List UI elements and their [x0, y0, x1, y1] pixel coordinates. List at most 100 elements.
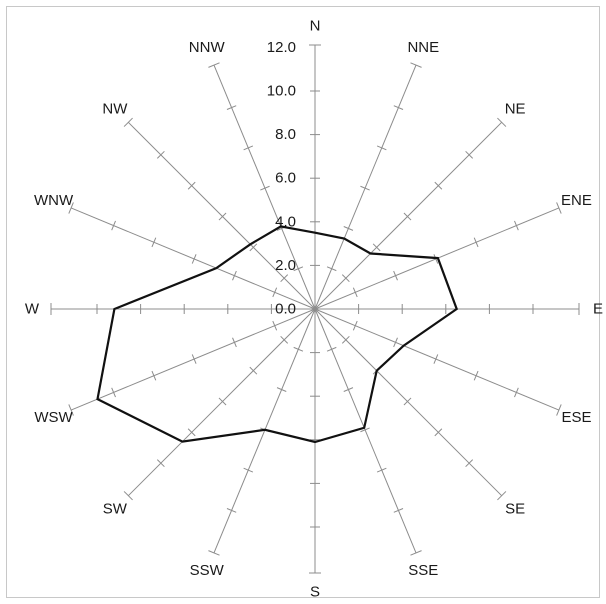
series-polygon [96, 225, 459, 444]
radial-tick-label-4: 8.0 [275, 126, 296, 143]
direction-label-nw: NW [102, 100, 128, 117]
spoke-sw [127, 308, 316, 497]
tick-wnw-6 [68, 202, 74, 214]
tick-nw-3 [218, 212, 227, 221]
chart-frame [6, 6, 600, 598]
direction-label-wnw: WNW [34, 192, 74, 209]
tick-ne-2 [372, 243, 381, 252]
tick-sw-3 [218, 397, 227, 406]
tick-nnw-1 [293, 266, 304, 272]
direction-label-sw: SW [103, 501, 128, 518]
tick-ese-6 [556, 404, 562, 416]
tick-ese-5 [514, 387, 519, 398]
tick-sw-6 [123, 491, 133, 501]
direction-label-se: SE [505, 501, 525, 518]
direction-label-ne: NE [505, 100, 526, 117]
tick-nne-2 [343, 226, 354, 231]
tick-wsw-6 [68, 404, 74, 416]
tick-ene-4 [473, 237, 479, 248]
tick-ese-2 [393, 337, 398, 348]
tick-nnw-6 [208, 62, 220, 68]
tick-ese-3 [433, 354, 439, 364]
direction-label-n: N [310, 18, 321, 35]
tick-sw-1 [280, 335, 289, 344]
direction-label-s: S [310, 584, 320, 601]
spoke-wsw [70, 308, 316, 411]
tick-ese-4 [473, 370, 479, 381]
tick-nne-3 [360, 185, 370, 191]
tick-sw-4 [187, 428, 196, 437]
tick-nw-4 [187, 181, 196, 190]
tick-nne-1 [326, 266, 337, 272]
tick-wsw-4 [151, 370, 157, 381]
tick-sw-2 [249, 366, 258, 375]
direction-label-e: E [593, 301, 603, 318]
tick-ne-5 [465, 150, 474, 159]
direction-label-ene: ENE [561, 192, 592, 209]
tick-se-6 [497, 491, 507, 501]
tick-se-1 [341, 335, 350, 344]
tick-ne-6 [497, 117, 507, 127]
tick-ene-2 [393, 270, 398, 281]
tick-nnw-3 [260, 185, 270, 191]
tick-wsw-2 [232, 337, 237, 348]
tick-wsw-1 [272, 320, 278, 331]
direction-label-nne: NNE [407, 39, 439, 56]
tick-nw-6 [123, 117, 133, 127]
tick-ene-6 [556, 202, 562, 214]
tick-ne-3 [403, 212, 412, 221]
direction-labels-group: N NNE NE ENE E ESE SE SSE S SSW SW WSW W WNW NW NNW [25, 18, 603, 601]
tick-nw-1 [280, 274, 289, 283]
radial-tick-label-6: 12.0 [267, 39, 296, 56]
tick-sse-6 [410, 550, 422, 556]
tick-nw-5 [156, 150, 165, 159]
tick-nnw-4 [243, 145, 254, 151]
tick-ene-5 [514, 220, 519, 231]
tick-ssw-4 [243, 467, 254, 473]
tick-wnw-3 [191, 254, 197, 264]
tick-ssw-2 [276, 387, 287, 392]
tick-ese-1 [352, 320, 358, 331]
tick-ssw-6 [208, 550, 220, 556]
tick-sse-4 [376, 467, 387, 473]
tick-sse-1 [326, 346, 337, 352]
direction-label-w: W [25, 301, 40, 318]
tick-nnw-5 [226, 105, 237, 110]
tick-ssw-5 [226, 508, 237, 513]
radial-tick-label-5: 10.0 [267, 83, 296, 100]
tick-marks-group [50, 44, 580, 574]
tick-ne-1 [341, 274, 350, 283]
tick-wnw-4 [151, 237, 157, 248]
tick-wnw-1 [272, 287, 278, 298]
direction-label-sse: SSE [408, 562, 438, 579]
tick-nne-6 [410, 62, 422, 68]
tick-sse-3 [360, 427, 370, 433]
direction-label-ese: ESE [561, 409, 591, 426]
spoke-nne [314, 64, 417, 310]
tick-se-3 [403, 397, 412, 406]
tick-wnw-2 [232, 270, 237, 281]
tick-nw-2 [249, 243, 258, 252]
tick-sse-2 [343, 387, 354, 392]
radial-tick-label-0: 0.0 [275, 301, 296, 318]
spoke-sse [314, 308, 417, 554]
direction-label-ssw: SSW [190, 562, 225, 579]
tick-wsw-5 [111, 387, 116, 398]
radial-tick-label-1: 2.0 [275, 257, 296, 274]
direction-label-wsw: WSW [34, 409, 73, 426]
spoke-ese [314, 308, 560, 411]
spoke-se [314, 308, 503, 497]
tick-wsw-3 [191, 354, 197, 364]
tick-wnw-5 [111, 220, 116, 231]
tick-labels-group: 0.02.04.06.08.010.012.0 [267, 39, 296, 318]
radial-tick-label-3: 6.0 [275, 170, 296, 187]
tick-nne-5 [393, 105, 404, 110]
spoke-ne [314, 121, 503, 310]
spoke-nnw [213, 64, 316, 310]
tick-se-4 [434, 428, 443, 437]
tick-se-5 [465, 459, 474, 468]
direction-label-nnw: NNW [189, 39, 226, 56]
tick-sse-5 [393, 508, 404, 513]
tick-sw-5 [156, 459, 165, 468]
